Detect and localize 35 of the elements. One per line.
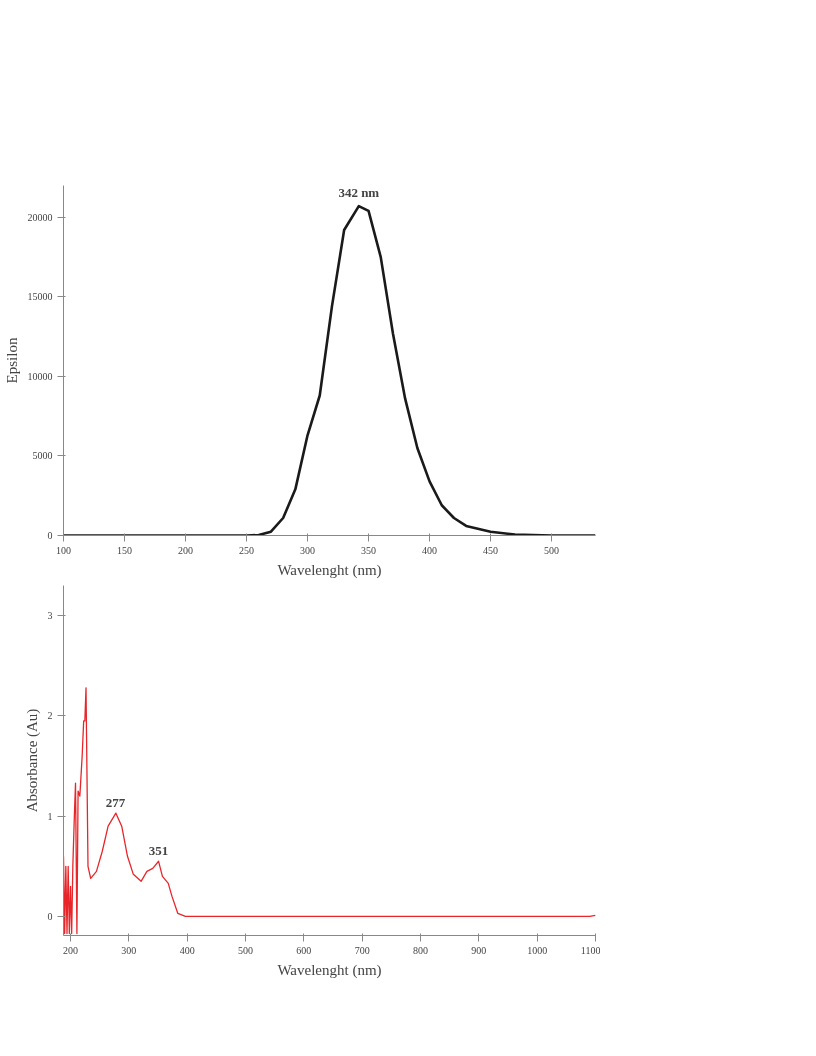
x-tick-label: 500 bbox=[544, 544, 560, 556]
x-tick-label: 350 bbox=[361, 544, 377, 556]
y-tick-label: 3 bbox=[47, 610, 53, 622]
y-axis-title: Epsilon bbox=[3, 337, 20, 384]
y-tick-label: 15000 bbox=[27, 291, 53, 303]
x-tick-label: 200 bbox=[63, 944, 78, 956]
x-tick-label: 300 bbox=[121, 944, 137, 956]
y-tick-label: 1 bbox=[47, 810, 53, 822]
x-tick-label: 250 bbox=[239, 544, 255, 556]
annotation: 351 bbox=[148, 843, 169, 859]
x-tick-label: 450 bbox=[483, 544, 499, 556]
x-tick-label: 800 bbox=[413, 944, 428, 956]
y-tick-label: 20000 bbox=[27, 211, 53, 223]
x-tick-label: 100 bbox=[56, 544, 71, 556]
x-tick-label: 300 bbox=[300, 544, 316, 556]
y-tick-label: 10000 bbox=[27, 370, 53, 382]
annotation: 277 bbox=[105, 795, 126, 811]
x-tick-label: 400 bbox=[179, 944, 195, 956]
x-tick-label: 400 bbox=[422, 544, 438, 556]
x-axis-title: Wavelenght (nm) bbox=[277, 961, 382, 979]
x-tick-label: 500 bbox=[238, 944, 253, 956]
x-tick-label: 700 bbox=[354, 944, 370, 956]
x-tick-label: 600 bbox=[296, 944, 312, 956]
x-tick-label: 200 bbox=[178, 544, 194, 556]
y-tick-label: 2 bbox=[47, 710, 53, 722]
x-axis-title: Wavelenght (nm) bbox=[277, 561, 382, 579]
x-tick-label: 1000 bbox=[527, 944, 548, 956]
y-tick-label: 0 bbox=[47, 530, 53, 541]
y-tick-label: 5000 bbox=[32, 450, 53, 462]
x-tick-label: 150 bbox=[117, 544, 133, 556]
y-tick-label: 0 bbox=[47, 910, 53, 922]
annotation: 342 nm bbox=[338, 185, 380, 201]
x-tick-label: 900 bbox=[471, 944, 487, 956]
y-axis-title: Absorbance (Au) bbox=[23, 708, 41, 813]
x-tick-label: 1100 bbox=[580, 944, 601, 956]
